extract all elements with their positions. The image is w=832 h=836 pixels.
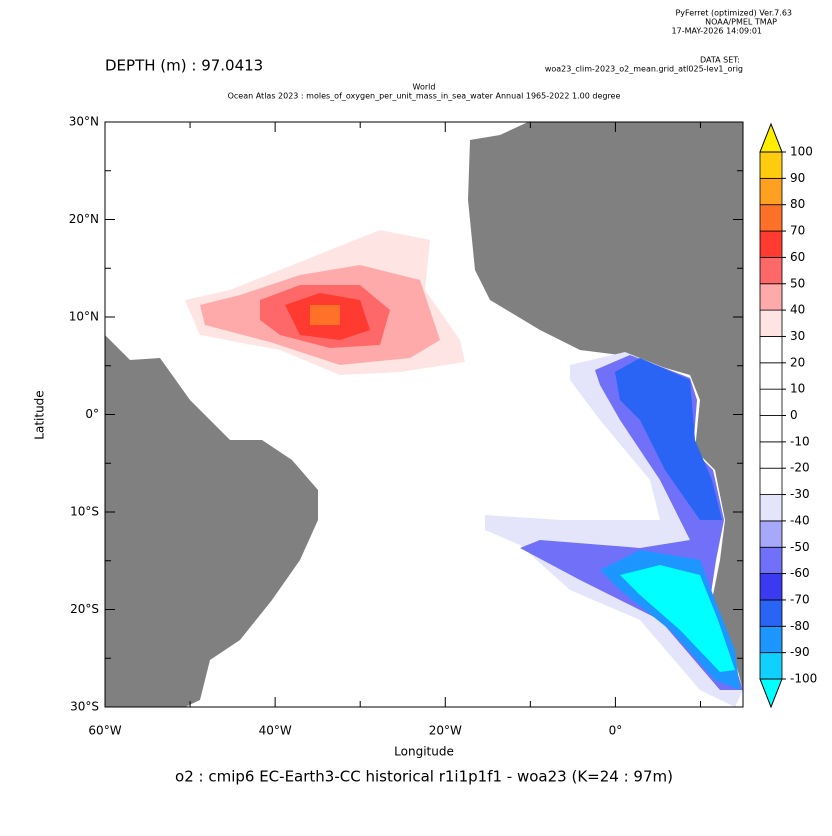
anomaly-area [615,358,722,520]
land [468,122,743,690]
depth-label: DEPTH (m) : 97.0413 [105,57,263,75]
colorbar-label: 90 [790,171,805,185]
colorbar-label: -50 [790,540,810,554]
field [105,122,743,707]
land [105,335,318,707]
colorbar-label: -30 [790,487,810,501]
colorbar-label: -100 [790,672,817,686]
x-tick-label: 20°W [429,724,462,738]
colorbar-bin [759,309,783,337]
y-tick-label: 10°N [69,310,99,324]
colorbar-label: 60 [790,250,805,264]
colorbar-bin [759,494,783,522]
colorbar-label: 0 [790,408,798,422]
colorbar-bin [759,599,783,627]
dataset: woa23_clim-2023_o2_mean.grid_atl025-lev1… [545,65,743,74]
colorbar-over [759,122,783,153]
anomaly-area [620,565,735,672]
colorbar-label: -70 [790,592,810,606]
colorbar-bin [759,415,783,443]
colorbar-label: 50 [790,276,805,290]
colorbar-bin [759,230,783,258]
y-axis-label: Latitude [33,390,47,439]
y-tick-label: 30°S [70,700,99,714]
x-tick-label: 60°W [88,724,121,738]
colorbar-label: -10 [790,434,810,448]
colorbar-label: -40 [790,513,810,527]
colorbar-bin [759,441,783,469]
colorbar-bin [759,520,783,548]
colorbar-bin [759,362,783,390]
subtitle: Ocean Atlas 2023 : moles_of_oxygen_per_u… [228,92,621,101]
y-tick-label: 10°S [70,505,99,519]
colorbar-label: -20 [790,461,810,475]
x-tick-label: 0° [609,724,623,738]
colorbar-bin [759,204,783,232]
y-tick-label: 30°N [69,115,99,129]
colorbar-bin [759,652,783,680]
colorbar-bin [759,336,783,364]
colorbar-bin [759,573,783,601]
title: World [413,83,436,92]
header-line: 17-MAY-2026 14:09:01 [672,27,762,36]
colorbar-bin [759,625,783,654]
colorbar-bin [759,283,783,311]
colorbar-label: 70 [790,224,805,238]
colorbar-label: -80 [790,619,810,633]
colorbar-under [759,678,783,709]
x-tick-label: 40°W [259,724,292,738]
header-line: NOAA/PMEL TMAP [705,18,777,27]
colorbar-label: -90 [790,645,810,659]
y-tick-label: 20°S [70,602,99,616]
colorbar-label: 20 [790,355,805,369]
colorbar-bin [759,546,783,575]
y-tick-label: 20°N [69,212,99,226]
header-line: PyFerret (optimized) Ver.7.63 [675,9,792,18]
colorbar-bin [759,151,783,179]
colorbar-label: 80 [790,197,805,211]
colorbar-label: 30 [790,329,805,343]
colorbar-label: 10 [790,382,805,396]
colorbar-bin [759,177,783,206]
colorbar-bin [759,467,783,495]
colorbar-label: 40 [790,303,805,317]
caption: o2 : cmip6 EC-Earth3-CC historical r1i1p… [175,768,673,786]
dataset-label: DATA SET: [700,56,740,65]
anomaly-area [310,305,340,325]
colorbar-label: -60 [790,566,810,580]
x-axis-label: Longitude [394,745,454,759]
colorbar-bin [759,388,783,416]
y-tick-label: 0° [85,407,99,421]
colorbar-bin [759,256,783,285]
colorbar-label: 100 [790,145,813,159]
